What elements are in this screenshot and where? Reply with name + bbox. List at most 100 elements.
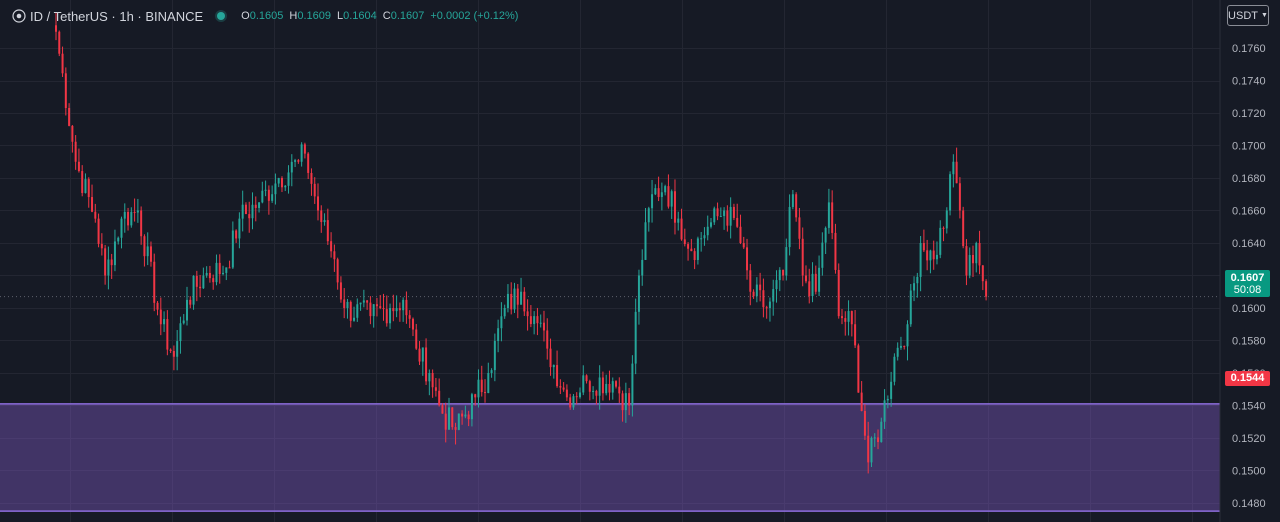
candle-body (729, 206, 732, 226)
candle-body (906, 324, 909, 347)
candle-body (520, 291, 523, 305)
support-zone (0, 403, 1220, 512)
candle-body (84, 179, 87, 194)
candle-body (336, 259, 339, 283)
current-price-value: 0.1607 (1230, 272, 1265, 284)
candle-body (605, 383, 608, 394)
candle-body (143, 236, 146, 257)
candle-body (719, 216, 722, 218)
candle-body (644, 222, 647, 260)
candle-body (510, 293, 513, 310)
price-tick-label: 0.1740 (1232, 76, 1266, 88)
candle-body (346, 301, 349, 308)
candle-body (690, 248, 693, 252)
price-tick-label: 0.1540 (1232, 401, 1266, 413)
candle-body (277, 178, 280, 184)
candle-body (91, 197, 94, 212)
candle-body (58, 31, 61, 54)
candle-body (660, 192, 663, 197)
candle-body (579, 392, 581, 398)
candle-body (814, 273, 817, 292)
symbol-title[interactable]: ID / TetherUS · 1h · BINANCE (30, 8, 204, 24)
candle-body (323, 220, 326, 223)
price-scale[interactable] (1220, 0, 1280, 522)
candle-body (113, 241, 116, 266)
candle-body (749, 270, 752, 292)
candle-body (680, 218, 683, 240)
candle-body (415, 329, 418, 349)
candle-body (854, 324, 857, 346)
candle-body (782, 269, 785, 276)
candle-body (877, 437, 880, 443)
candle-body (503, 308, 506, 317)
candle-body (300, 144, 303, 162)
candle-body (490, 370, 493, 373)
candle-body (343, 299, 346, 308)
candle-body (696, 238, 699, 261)
candle-body (254, 204, 257, 208)
candle-body (572, 396, 575, 408)
candle-body (192, 275, 195, 305)
candle-body (562, 387, 565, 390)
candle-body (762, 290, 765, 308)
currency-select-button[interactable]: USDT ▼ (1227, 5, 1269, 26)
candle-body (693, 251, 696, 261)
candle-body (87, 179, 90, 198)
candle-body (464, 414, 467, 417)
candle-body (893, 356, 896, 382)
candle-body (218, 262, 221, 275)
candle-body (408, 315, 411, 319)
candle-body (834, 232, 837, 270)
candle-body (133, 211, 136, 213)
candle-body (77, 161, 80, 172)
candle-body (127, 211, 130, 226)
candle-body (958, 183, 961, 211)
candle-body (523, 291, 526, 312)
candle-body (732, 206, 735, 218)
candle-body (64, 73, 67, 108)
candle-body (801, 238, 804, 276)
candle-body (598, 377, 601, 396)
candle-body (752, 291, 755, 297)
candle-body (258, 202, 261, 208)
candle-body (477, 379, 480, 398)
candle-body (972, 255, 974, 264)
candle-body (451, 407, 454, 428)
candle-body (120, 218, 123, 238)
candle-body (939, 227, 942, 255)
candle-body (313, 183, 316, 197)
candle-body (526, 311, 529, 317)
candle-body (149, 246, 152, 262)
candle-body (903, 345, 906, 347)
candle-body (359, 302, 362, 305)
candle-body (582, 375, 585, 393)
candle-body (916, 276, 919, 284)
candle-body (542, 322, 545, 331)
candle-body (949, 174, 952, 211)
candle-body (454, 427, 457, 430)
price-tick-label: 0.1720 (1232, 108, 1266, 120)
price-tick-label: 0.1480 (1232, 498, 1266, 510)
candle-body (575, 396, 578, 398)
candle-body (804, 275, 807, 282)
candles (55, 12, 988, 474)
candle-body (847, 311, 850, 322)
low-value: 0.1604 (343, 10, 377, 22)
low-label: L (336, 10, 344, 22)
candle-body (261, 190, 264, 203)
candle-body (601, 377, 604, 394)
symbol-logo-icon[interactable] (12, 9, 26, 23)
candle-body (975, 243, 978, 264)
candle-body (808, 281, 811, 297)
candle-body (942, 227, 945, 229)
candle-body (438, 390, 441, 406)
price-axis-labels: 0.1760 0.1740 0.1720 0.1700 0.1680 0.1660 0.16… (1232, 43, 1266, 510)
candle-body (156, 302, 159, 310)
high-value: 0.1609 (297, 10, 331, 22)
candle-body (818, 267, 821, 292)
candle-body (985, 281, 988, 297)
candle-body (631, 363, 634, 406)
candle-body (664, 186, 667, 193)
candle-body (716, 208, 719, 217)
